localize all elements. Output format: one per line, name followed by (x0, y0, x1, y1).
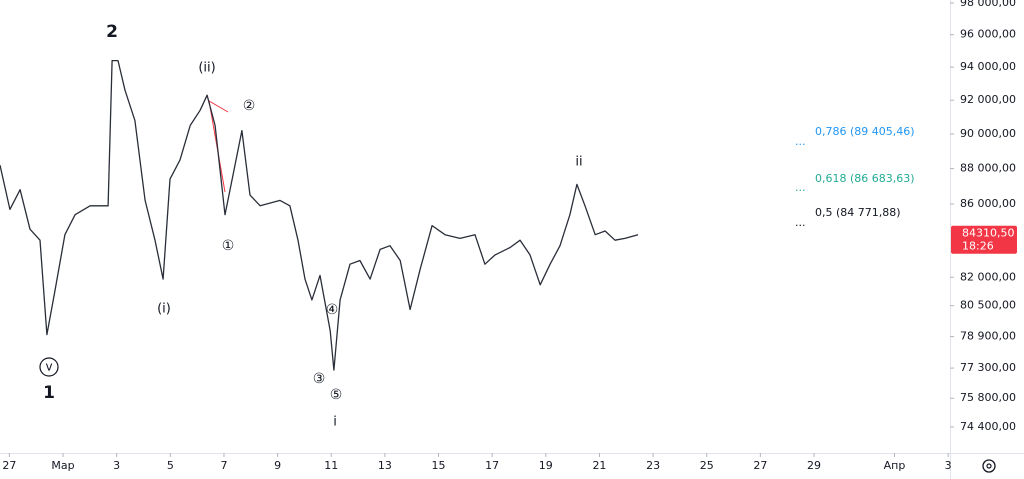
x-tick-label: 19 (539, 459, 553, 472)
x-tick-label: Апр (884, 459, 906, 472)
annotation: ii (575, 155, 582, 170)
settings-icon[interactable] (982, 459, 996, 473)
annotation: 1 (43, 383, 55, 403)
wave-circle (39, 357, 59, 377)
annotation: ② (243, 98, 256, 114)
x-tick-label: 3 (945, 459, 952, 472)
x-tick-label: 3 (113, 459, 120, 472)
x-tick-label: 15 (432, 459, 446, 472)
annotation: ③ (313, 371, 326, 387)
y-tick-label: 88 000,00 (960, 162, 1016, 175)
dots: ... (795, 135, 806, 148)
annotation: ④ (326, 302, 339, 318)
y-tick-label: 78 900,00 (960, 330, 1016, 343)
last-price: 84310,50 (962, 227, 1015, 240)
x-tick-label: 25 (700, 459, 714, 472)
annotation: 0,5 (84 771,88) (815, 206, 901, 219)
annotation: (ii) (198, 61, 215, 76)
annotation: 0,786 (89 405,46) (815, 125, 915, 138)
y-tick-label: 80 500,00 (960, 299, 1016, 312)
x-tick-label: 11 (324, 459, 338, 472)
x-tick-label: 13 (378, 459, 392, 472)
y-tick-label: 75 800,00 (960, 391, 1016, 404)
countdown: 18:26 (962, 240, 994, 253)
annotation: (i) (157, 302, 171, 317)
y-tick-label: 77 300,00 (960, 361, 1016, 374)
y-tick-label: 90 000,00 (960, 127, 1016, 140)
y-tick-label: 82 000,00 (960, 270, 1016, 283)
y-tick-label: 86 000,00 (960, 197, 1016, 210)
y-tick-label: 92 000,00 (960, 93, 1016, 106)
gear-hub[interactable] (986, 463, 992, 469)
x-tick-label: 23 (646, 459, 660, 472)
annotation: ① (222, 238, 235, 254)
dots: ... (795, 216, 806, 229)
annotation: 0,618 (86 683,63) (815, 172, 915, 185)
y-tick-label: 96 000,00 (960, 28, 1016, 41)
price-line (0, 59, 639, 371)
x-tick-label: 21 (592, 459, 606, 472)
x-tick-label: 27 (2, 459, 16, 472)
x-tick-label: 27 (753, 459, 767, 472)
price-tag-box (951, 225, 1017, 254)
x-tick-label: 5 (167, 459, 174, 472)
fib-dots: ... ... ... (795, 135, 806, 229)
annotation: 2 (106, 22, 118, 42)
x-tick-label: 7 (220, 459, 227, 472)
annotation: v (45, 360, 52, 374)
y-tick-label: 94 000,00 (960, 60, 1016, 73)
annotation: i (333, 415, 337, 430)
annotation: ⑤ (330, 387, 343, 403)
x-tick-label: 29 (807, 459, 821, 472)
y-tick-label: 74 400,00 (960, 420, 1016, 433)
x-tick-label: 9 (274, 459, 281, 472)
gear[interactable] (982, 459, 996, 473)
dots: ... (795, 181, 806, 194)
x-tick-label: Мар (51, 459, 74, 472)
x-tick-label: 17 (485, 459, 499, 472)
y-tick-label: 98 000,00 (960, 0, 1016, 9)
